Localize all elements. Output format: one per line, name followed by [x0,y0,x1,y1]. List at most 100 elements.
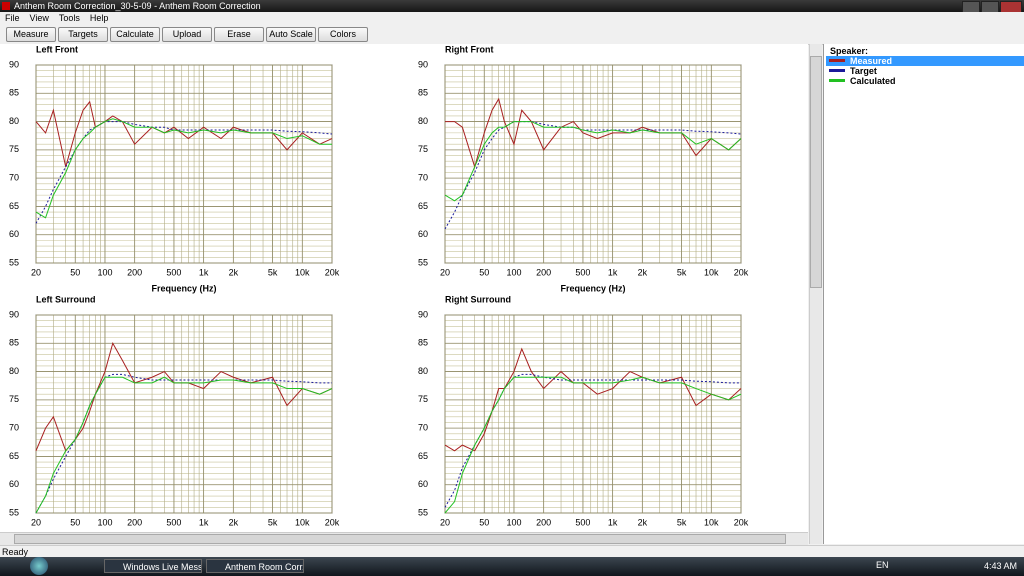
legend-item[interactable]: Calculated [826,76,1024,86]
y-tick-label: 60 [418,229,428,239]
legend-swatch [829,69,845,72]
toolbar-button[interactable]: Upload [162,27,212,42]
y-tick-label: 60 [9,229,19,239]
legend-item[interactable]: Target [826,66,1024,76]
y-tick-label: 90 [418,309,428,319]
taskbar-item[interactable]: Anthem Room Corr... [206,559,304,573]
x-tick-label: 10k [704,267,719,277]
plot-background [35,64,333,264]
plot-background [35,314,333,514]
y-tick-label: 90 [9,59,19,69]
window-title: Anthem Room Correction_30-5-09 - Anthem … [14,1,261,11]
menu-item[interactable]: Tools [58,13,80,23]
x-tick-label: 500 [575,267,590,277]
y-tick-label: 70 [9,423,19,433]
x-tick-label: 200 [536,267,551,277]
y-tick-label: 75 [9,394,19,404]
x-tick-label: 500 [575,517,590,527]
menu-item[interactable]: Help [89,13,109,23]
x-tick-label: 2k [638,517,648,527]
x-tick-label: 20 [440,267,450,277]
toolbar-button[interactable]: Colors [318,27,368,42]
x-tick-label: 50 [70,517,80,527]
y-tick-label: 85 [9,338,19,348]
menu-bar: File View Tools Help [0,12,1024,25]
x-tick-label: 100 [97,267,112,277]
x-tick-label: 5k [677,517,687,527]
x-tick-label: 10k [704,517,719,527]
y-tick-label: 70 [9,173,19,183]
y-tick-label: 75 [418,394,428,404]
toolbar-button[interactable]: Erase [214,27,264,42]
scroll-thumb[interactable] [14,534,786,544]
y-tick-label: 75 [418,144,428,154]
scroll-thumb[interactable] [810,56,822,288]
chart-area: Left Front 90 85 80 75 70 65 60 55 20 50 100 200 500 1… [0,44,808,532]
x-tick-label: 200 [536,517,551,527]
y-tick-label: 85 [418,338,428,348]
series-line [35,373,332,514]
x-tick-label: 200 [127,267,142,277]
series-line [444,121,742,230]
y-tick-label: 55 [418,507,428,517]
plot-background [444,64,742,264]
y-tick-label: 60 [418,479,428,489]
y-tick-label: 60 [9,479,19,489]
x-tick-label: 100 [97,517,112,527]
status-bar: Ready [0,545,1024,558]
x-tick-label: 2k [229,267,239,277]
y-tick-label: 80 [9,366,19,376]
title-bar: Anthem Room Correction_30-5-09 - Anthem … [0,0,1024,13]
toolbar: Measure Targets Calculate Upload Erase Auto S… [0,25,1024,45]
series-line [444,376,742,514]
x-tick-label: 50 [479,517,489,527]
chart-title: Right Front [445,44,494,54]
y-tick-label: 70 [418,423,428,433]
x-tick-label: 20 [31,267,41,277]
toolbar-button[interactable]: Calculate [110,27,160,42]
taskbar-item[interactable]: Windows Live Mess... [104,559,202,573]
series-line [444,121,742,202]
y-tick-label: 90 [9,309,19,319]
x-tick-label: 5k [268,517,278,527]
start-button[interactable] [30,557,48,575]
legend-label: Measured [850,56,893,66]
series-line [35,376,333,514]
toolbar-button[interactable]: Targets [58,27,108,42]
y-tick-label: 85 [9,88,19,98]
y-tick-label: 80 [418,366,428,376]
taskbar: EN 4:43 AM Windows Live Mess... Anthem Ro… [0,557,1024,576]
series-line [35,118,332,219]
series-line [444,347,742,452]
menu-item[interactable]: View [29,13,49,23]
x-tick-label: 50 [70,267,80,277]
x-tick-label: 2k [229,517,239,527]
app-icon [2,2,10,10]
legend-item[interactable]: Measured [826,56,1024,66]
x-tick-label: 1k [199,517,209,527]
legend-label: Target [850,66,877,76]
toolbar-button[interactable]: Auto Scale [266,27,316,42]
plot-background [444,314,742,514]
toolbar-button[interactable]: Measure [6,27,56,42]
x-axis-label: Frequency (Hz) [151,283,216,293]
chart-title: Left Front [36,44,78,54]
legend-swatch [829,79,845,82]
y-tick-label: 65 [418,451,428,461]
x-tick-label: 1k [199,267,209,277]
x-tick-label: 20k [325,517,340,527]
x-tick-label: 10k [295,517,310,527]
x-tick-label: 500 [166,267,181,277]
x-tick-label: 20k [734,267,749,277]
y-tick-label: 55 [418,257,428,267]
x-tick-label: 20 [31,517,41,527]
chart-title: Left Surround [36,294,96,304]
status-text: Ready [2,547,29,557]
x-tick-label: 200 [127,517,142,527]
x-tick-label: 5k [677,267,687,277]
legend-label: Calculated [850,76,896,86]
legend-title: Speaker: [830,46,869,56]
x-tick-label: 20 [440,517,450,527]
y-tick-label: 55 [9,257,19,267]
menu-item[interactable]: File [5,13,20,23]
